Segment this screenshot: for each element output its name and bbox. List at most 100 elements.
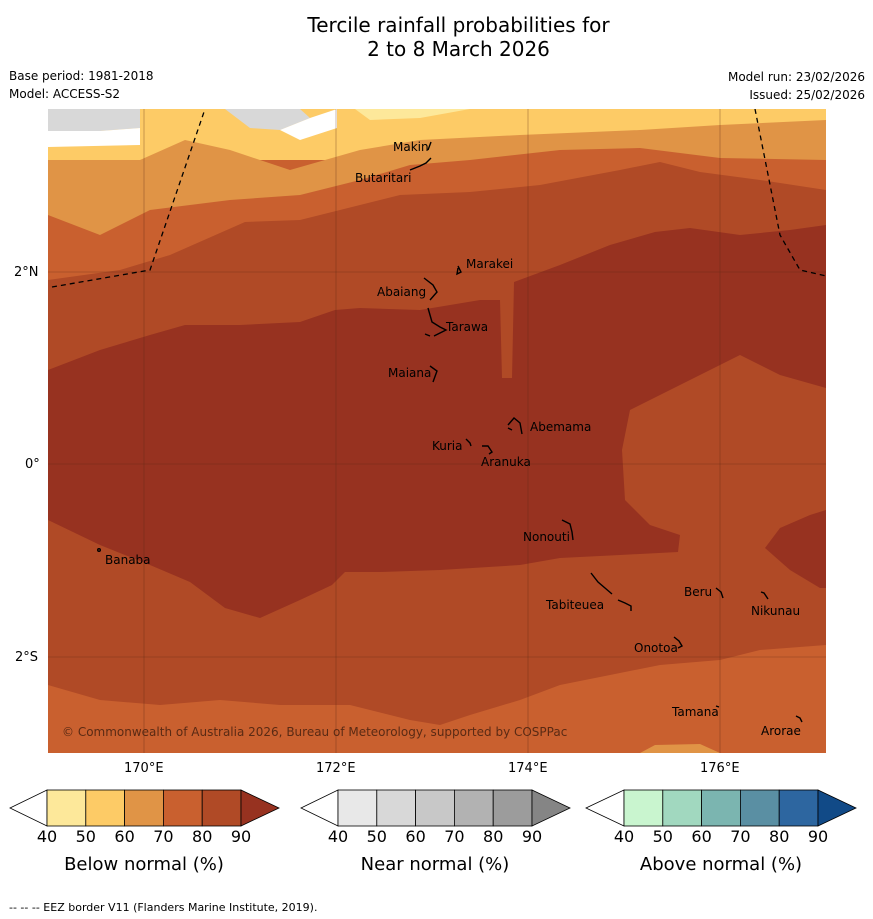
colorbar-above-tick: 90 <box>807 827 829 846</box>
label-banaba: Banaba <box>105 553 151 567</box>
island-banaba <box>96 548 101 553</box>
island-aranuka <box>482 445 493 455</box>
colorbar-near-swatch <box>492 789 533 827</box>
issued-date: Issued: 25/02/2026 <box>749 88 865 102</box>
colorbar-near-tick: 70 <box>444 827 465 846</box>
colorbar-near-swatch <box>415 789 455 827</box>
colorbar-near-swatch <box>376 789 416 827</box>
island-tamana <box>715 705 720 708</box>
colorbar-label-near: Near normal (%) <box>360 854 510 875</box>
map-svg <box>48 109 826 753</box>
near-normal-patch-central <box>225 109 310 130</box>
chart-title-line1: Tercile rainfall probabilities for <box>307 13 610 37</box>
graticule <box>48 109 826 753</box>
label-beru: Beru <box>684 585 713 599</box>
colorbar-below-tick: 90 <box>230 827 252 846</box>
label-abemama: Abemama <box>530 420 592 434</box>
band-90-core <box>48 225 826 618</box>
colorbar-below-tick: 40 <box>36 827 58 846</box>
colorbar-near-extend-high <box>531 789 571 827</box>
colorbar-below-extend-low <box>9 789 48 827</box>
colorbar-above-swatch <box>778 789 819 827</box>
colorbar-above-swatch <box>623 789 664 827</box>
near-normal-gap-west <box>48 128 140 147</box>
label-onotoa: Onotoa <box>634 641 678 655</box>
colorbar-near-normal <box>300 789 571 827</box>
band-60-south-patch <box>640 744 720 753</box>
colorbar-near-swatch <box>453 789 494 827</box>
lon-tick-170e: 170°E <box>124 761 164 776</box>
band-40-north <box>355 109 470 120</box>
label-nikunau: Nikunau <box>751 604 801 618</box>
map-area <box>48 109 826 753</box>
colorbars-svg <box>9 789 857 827</box>
island-makin <box>427 141 432 151</box>
colorbar-below-swatch <box>162 789 203 827</box>
label-tarawa: Tarawa <box>446 320 489 334</box>
colorbar-below-swatch <box>46 789 87 827</box>
colorbar-above-tick: 50 <box>652 827 673 846</box>
colorbar-near-swatch <box>337 789 378 827</box>
island-abaiang <box>423 277 438 301</box>
colorbar-below-tick: 80 <box>192 827 213 846</box>
colorbar-below-extend-high <box>240 789 280 827</box>
island-kuria <box>465 438 472 447</box>
label-aranuka: Aranuka <box>481 455 531 469</box>
label-arorae: Arorae <box>761 724 801 738</box>
band-70-south-edge <box>48 645 826 753</box>
island-nikunau <box>760 591 769 600</box>
lat-tick-0: 0° <box>25 457 40 472</box>
colorbar-below-tick: 50 <box>75 827 96 846</box>
label-tabiteuea: Tabiteuea <box>546 598 605 612</box>
islands <box>96 141 803 723</box>
colorbar-below-swatch <box>85 789 126 827</box>
label-butaritari: Butaritari <box>355 171 412 185</box>
island-tabiteuea <box>590 572 632 611</box>
label-marakei: Marakei <box>466 257 514 271</box>
colorbar-label-above: Above normal (%) <box>639 854 803 875</box>
colorbar-near-tick: 50 <box>366 827 387 846</box>
island-onotoa <box>673 636 683 649</box>
island-tarawa <box>424 307 448 337</box>
colorbar-below-tick: 60 <box>114 827 135 846</box>
label-maiana: Maiana <box>388 366 432 380</box>
colorbar-near-tick: 40 <box>327 827 349 846</box>
near-normal-gap-central <box>280 109 337 140</box>
colorbar-label-below: Below normal (%) <box>64 854 224 875</box>
colorbar-above-swatch <box>701 789 741 827</box>
colorbar-above-swatch <box>740 789 780 827</box>
label-makin: Makin <box>393 140 429 154</box>
island-maiana <box>429 365 438 383</box>
colorbar-near-extend-low <box>300 789 339 827</box>
island-butaritari <box>409 157 432 171</box>
band-90-east <box>765 510 826 588</box>
colorbar-near-tick: 80 <box>483 827 504 846</box>
island-nonouti <box>561 519 574 541</box>
colorbar-below-tick: 70 <box>153 827 174 846</box>
lon-tick-172e: 172°E <box>316 761 356 776</box>
chart-title-line2: 2 to 8 March 2026 <box>367 37 550 61</box>
colorbar-above-normal <box>585 789 857 827</box>
island-abemama <box>507 417 523 435</box>
label-nonouti: Nonouti <box>523 530 570 544</box>
lat-tick-2n: 2°N <box>14 265 39 280</box>
colorbar-above-tick: 80 <box>769 827 790 846</box>
model-name: Model: ACCESS-S2 <box>9 87 121 101</box>
island-marakei <box>456 265 462 276</box>
colorbar-near-tick: 90 <box>521 827 543 846</box>
label-abaiang: Abaiang <box>377 285 427 299</box>
map-credit: © Commonwealth of Australia 2026, Bureau… <box>62 725 568 739</box>
colorbar-below-swatch <box>124 789 164 827</box>
island-beru <box>715 587 724 599</box>
near-normal-patch-west <box>48 109 140 131</box>
base-period: Base period: 1981-2018 <box>9 69 154 83</box>
label-kuria: Kuria <box>432 439 463 453</box>
colorbar-below-swatch <box>201 789 242 827</box>
colorbar-above-swatch <box>662 789 702 827</box>
lon-tick-174e: 174°E <box>508 761 548 776</box>
colorbar-above-extend-low <box>585 789 625 827</box>
lon-tick-176e: 176°E <box>700 761 740 776</box>
colorbar-above-tick: 70 <box>730 827 751 846</box>
colorbar-below-normal <box>9 789 280 827</box>
island-arorae <box>795 715 803 723</box>
